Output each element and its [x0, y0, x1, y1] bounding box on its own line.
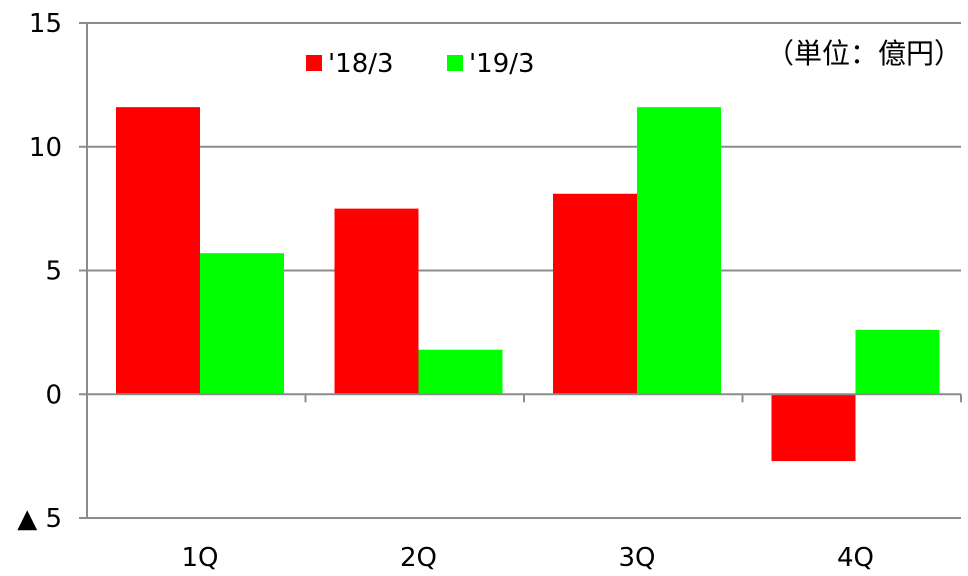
legend-label: '18/3 [328, 49, 394, 79]
bar-series1-4q [771, 394, 856, 462]
x-category-label: 1Q [181, 543, 218, 573]
x-category-labels: 1Q 2Q 3Q 4Q [181, 543, 874, 573]
legend-swatch [447, 55, 463, 71]
y-tick-labels: 15 10 5 0 ▲ 5 [17, 9, 62, 534]
unit-label: （単位：億円） [765, 37, 962, 70]
x-category-label: 3Q [618, 543, 655, 573]
x-category-label: 4Q [837, 543, 874, 573]
x-category-label: 2Q [400, 543, 437, 573]
y-tick-label: ▲ 5 [17, 504, 62, 534]
bar-series1-3q [553, 193, 637, 395]
legend: '18/3 '19/3 [306, 49, 535, 79]
y-tick-label: 15 [29, 9, 62, 39]
legend-label: '19/3 [469, 49, 535, 79]
bar-series2-3q [637, 107, 721, 395]
axes [79, 22, 962, 519]
bars [116, 107, 940, 462]
y-tick-label: 10 [29, 133, 62, 163]
bar-series1-1q [116, 107, 200, 395]
bar-series2-4q [855, 329, 940, 395]
y-tick-label: 0 [45, 380, 62, 410]
bar-series2-1q [200, 253, 284, 395]
legend-swatch [306, 55, 322, 71]
y-tick-label: 5 [45, 257, 62, 287]
bar-series2-2q [418, 349, 503, 395]
bar-series1-2q [334, 208, 419, 395]
